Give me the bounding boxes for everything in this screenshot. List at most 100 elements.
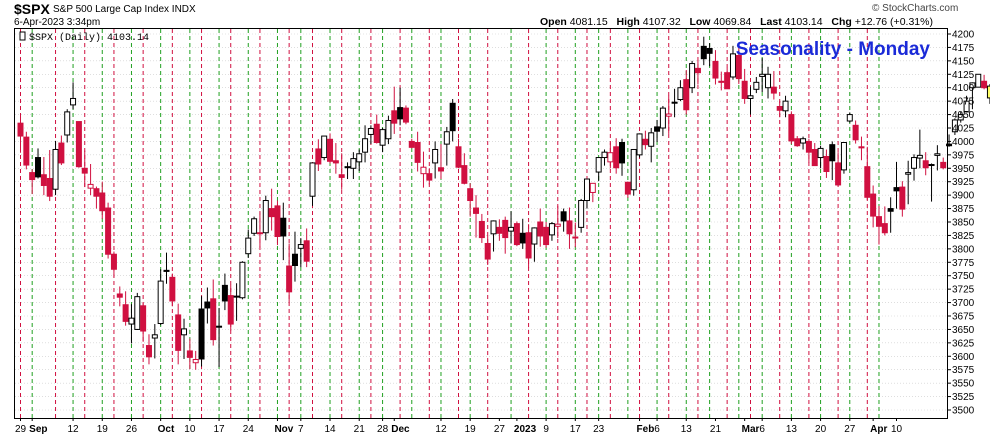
candle-body — [788, 114, 795, 142]
y-tick-label: 3600 — [952, 352, 975, 363]
last-value: 4103.14 — [784, 16, 823, 28]
candle-body — [858, 146, 865, 149]
candle-body — [741, 80, 748, 99]
candle-body — [385, 119, 392, 140]
candle-body — [864, 166, 871, 198]
candle-body — [23, 136, 30, 166]
candle — [671, 88, 678, 118]
candle — [642, 130, 649, 150]
candle — [362, 125, 369, 163]
y-tick-label: 3525 — [952, 392, 975, 403]
candle — [759, 58, 766, 93]
candle — [893, 161, 900, 209]
candle — [823, 149, 830, 178]
candle — [794, 136, 801, 147]
candle — [356, 149, 363, 171]
candle-body — [140, 305, 147, 332]
y-tick-label: 3700 — [952, 298, 975, 309]
candle — [607, 142, 614, 169]
candle-body — [52, 148, 59, 190]
x-tick-label: Sep — [29, 424, 47, 435]
candle — [689, 60, 696, 94]
candle-body — [846, 114, 853, 122]
candle-body — [321, 135, 328, 159]
open-value: 4081.15 — [569, 16, 608, 28]
x-tick-label: 28 — [377, 424, 389, 435]
candle-body — [776, 106, 783, 111]
candle-body — [461, 165, 468, 184]
candle — [975, 73, 982, 88]
candle — [665, 95, 672, 134]
candle — [613, 138, 620, 174]
candle — [911, 154, 918, 181]
candle-body — [134, 296, 141, 330]
candle — [221, 273, 228, 311]
x-axis-ticks: 29 Sep 12 19 26 Oct 10 17 24 Nov 7 14 21 28 Dec 12 19 27 2… — [15, 418, 902, 435]
candle-body — [338, 174, 345, 178]
candle — [145, 334, 152, 365]
candle-body — [601, 151, 608, 159]
seasonality-lines — [20, 29, 880, 418]
candle-body — [712, 60, 719, 79]
candle — [70, 82, 77, 110]
candle — [765, 66, 772, 99]
candle-body — [554, 223, 561, 227]
candle — [443, 126, 450, 166]
candle-body — [192, 359, 199, 364]
candle — [297, 238, 304, 268]
plot-frame — [14, 28, 948, 419]
candle — [478, 213, 485, 243]
candle-body — [578, 200, 585, 228]
candle-body — [490, 220, 497, 235]
candle-body — [467, 188, 474, 202]
candle — [455, 138, 462, 169]
candle-body — [145, 345, 152, 358]
x-tick-label: 13 — [681, 424, 693, 435]
stockcharts-logo[interactable]: © StockCharts.com — [872, 3, 959, 14]
candle — [391, 86, 398, 134]
x-tick-label: Feb — [637, 424, 655, 435]
candle — [151, 324, 158, 359]
candle — [134, 292, 141, 330]
y-tick-label: 3675 — [952, 312, 975, 323]
candle-body — [251, 218, 258, 234]
candle — [543, 222, 550, 248]
candle — [280, 202, 287, 261]
candle — [981, 74, 988, 90]
candle-body — [99, 192, 106, 212]
candle-body — [887, 208, 894, 212]
candle-body — [297, 244, 304, 249]
candle-body — [362, 138, 369, 153]
candle-body — [87, 183, 94, 189]
candle — [928, 163, 935, 202]
x-tick-label: 17 — [570, 424, 582, 435]
candle-body — [163, 269, 170, 272]
candle — [601, 149, 608, 166]
candle — [502, 216, 509, 254]
candle — [303, 228, 310, 268]
candle-body — [607, 152, 614, 163]
candle — [204, 287, 211, 324]
x-tick-label: 13 — [786, 424, 798, 435]
candle — [788, 111, 795, 145]
candle — [881, 206, 888, 236]
y-tick-label: 4000 — [952, 137, 975, 148]
candle-body — [811, 148, 818, 167]
candle-body — [566, 220, 573, 235]
candle — [87, 163, 94, 196]
candle — [175, 303, 182, 365]
candle-body — [367, 128, 374, 135]
candle — [852, 120, 859, 144]
candle-body — [881, 223, 888, 234]
candle — [140, 302, 147, 342]
candle-body — [735, 54, 742, 80]
candle — [81, 150, 88, 188]
x-tick-label: 12 — [67, 424, 79, 435]
candle — [829, 141, 836, 181]
candle — [951, 118, 958, 135]
candle — [531, 227, 538, 262]
candle-body — [64, 111, 71, 136]
candle-body — [840, 142, 847, 171]
chg-value: +12.76 (+0.31%) — [854, 16, 933, 28]
